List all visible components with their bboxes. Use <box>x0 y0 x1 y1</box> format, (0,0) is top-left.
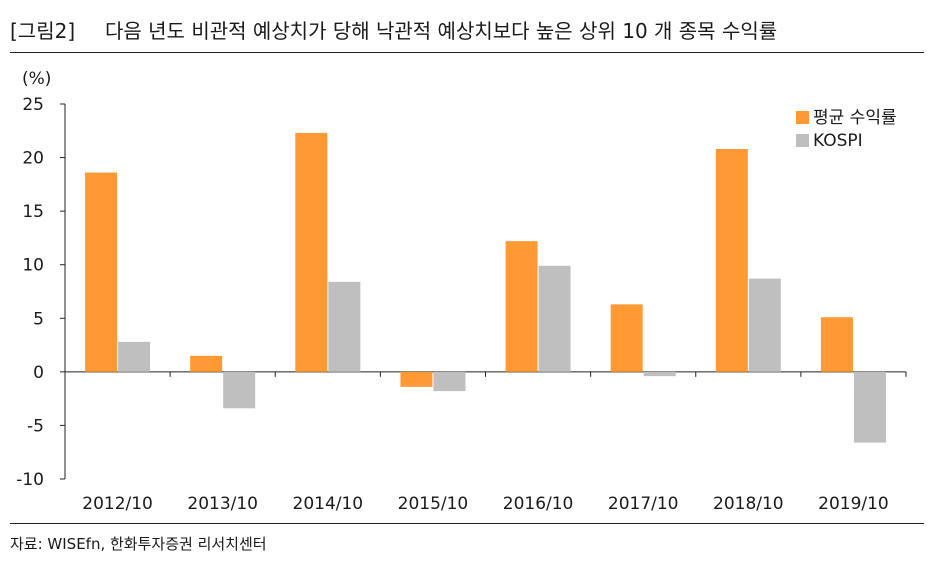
bar-average-return <box>190 355 223 372</box>
bar-average-return <box>400 371 433 387</box>
top-rule <box>10 52 924 53</box>
bar-average-return <box>295 132 328 372</box>
bottom-rule <box>10 523 924 524</box>
source-note: 자료: WISEfn, 한화투자증권 리서치센터 <box>10 535 267 553</box>
bar-average-return <box>715 149 748 372</box>
y-tick-label: 0 <box>33 363 44 383</box>
y-tick-label: 20 <box>22 149 44 169</box>
x-tick-label: 2012/10 <box>82 494 153 514</box>
figure-tag: [그림2] <box>10 18 76 43</box>
x-axis-labels: 2012/10 2013/10 2014/10 2015/10 2016/10 2017/… <box>82 371 907 514</box>
bar-average-return <box>820 317 853 372</box>
chart-area: (%) 25 20 15 10 5 0 -5 -10 2012/10 2013/10 2014/1… <box>16 69 907 514</box>
bar-kospi <box>643 371 676 377</box>
bar-kospi <box>538 265 571 372</box>
legend-label: KOSPI <box>813 131 863 151</box>
bar-kospi <box>223 371 256 409</box>
legend-label: 평균 수익률 <box>813 108 897 128</box>
y-axis-unit-label: (%) <box>22 69 51 89</box>
x-tick-label: 2017/10 <box>608 494 679 514</box>
x-tick-label: 2016/10 <box>503 494 574 514</box>
y-tick-label: 10 <box>22 256 44 276</box>
bar-kospi <box>118 341 151 372</box>
x-tick-label: 2019/10 <box>818 494 889 514</box>
bar-kospi <box>853 371 886 443</box>
y-tick-label: -5 <box>27 416 44 436</box>
x-tick-label: 2018/10 <box>713 494 784 514</box>
x-tick-label: 2015/10 <box>398 494 469 514</box>
y-axis: 25 20 15 10 5 0 -5 -10 <box>16 95 65 490</box>
bar-kospi <box>433 371 466 392</box>
x-tick-label: 2014/10 <box>293 494 364 514</box>
legend-swatch <box>796 134 809 147</box>
figure-header: [그림2] 다음 년도 비관적 예상치가 당해 낙관적 예상치보다 높은 상위 … <box>10 14 924 44</box>
legend: 평균 수익률 KOSPI <box>796 108 897 151</box>
y-tick-label: 25 <box>22 95 44 115</box>
legend-swatch <box>796 111 809 124</box>
x-tick-label: 2013/10 <box>187 494 258 514</box>
bar-average-return <box>610 304 643 372</box>
bar-kospi <box>328 281 361 372</box>
figure-title: 다음 년도 비관적 예상치가 당해 낙관적 예상치보다 높은 상위 10 개 종… <box>105 18 778 43</box>
bar-kospi <box>748 278 781 372</box>
y-tick-label: 15 <box>22 202 44 222</box>
bars-group <box>85 132 886 443</box>
bar-average-return <box>505 241 538 372</box>
y-tick-label: -10 <box>16 470 44 490</box>
bar-average-return <box>85 172 118 372</box>
y-tick-label: 5 <box>33 309 44 329</box>
